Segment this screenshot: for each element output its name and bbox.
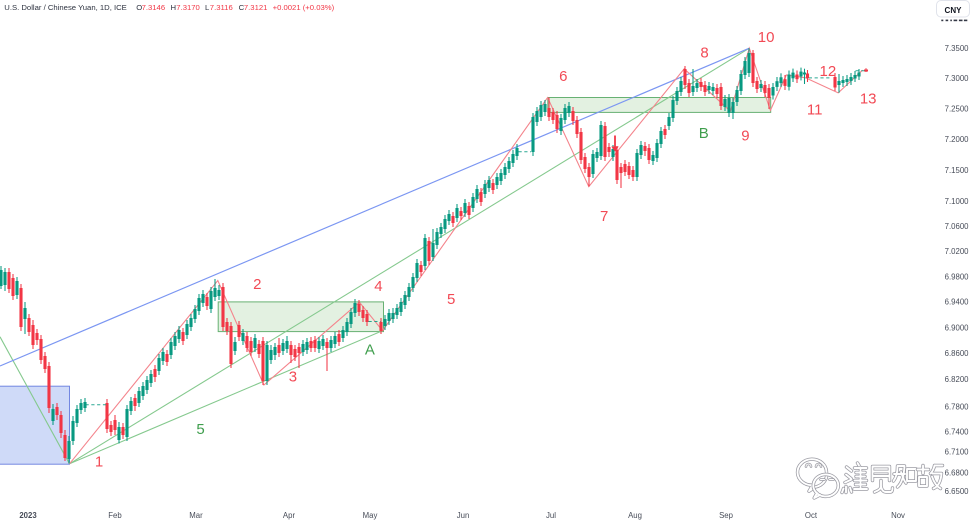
svg-text:6.6500: 6.6500	[945, 487, 970, 496]
svg-text:Mar: Mar	[189, 511, 203, 520]
svg-text:6.9000: 6.9000	[945, 323, 970, 332]
svg-text:A: A	[365, 342, 375, 359]
svg-text:10: 10	[758, 29, 775, 46]
svg-text:6.9800: 6.9800	[945, 272, 970, 281]
svg-text:Feb: Feb	[108, 511, 122, 520]
svg-text:7.3121: 7.3121	[244, 3, 268, 12]
svg-text:7: 7	[600, 208, 608, 225]
svg-text:7.3116: 7.3116	[210, 3, 233, 12]
svg-text:6.6800: 6.6800	[945, 468, 970, 477]
svg-text:B: B	[699, 125, 709, 142]
svg-text:9: 9	[741, 127, 749, 144]
svg-text:CNY: CNY	[945, 6, 963, 15]
svg-text:6.7100: 6.7100	[945, 448, 970, 457]
svg-text:6.8600: 6.8600	[945, 349, 970, 358]
svg-text:Aug: Aug	[628, 511, 642, 520]
svg-text:O: O	[136, 3, 142, 12]
svg-text:7.1500: 7.1500	[945, 166, 970, 175]
svg-text:2023: 2023	[19, 511, 37, 520]
svg-text:7.2500: 7.2500	[945, 105, 970, 114]
svg-text:4: 4	[374, 278, 382, 295]
svg-text:U.S. Dollar / Chinese Yuan, 1D: U.S. Dollar / Chinese Yuan, 1D, ICE	[4, 3, 127, 12]
svg-text:7.3170: 7.3170	[176, 3, 200, 12]
svg-text:11: 11	[807, 101, 823, 118]
svg-text:Jul: Jul	[546, 511, 556, 520]
svg-text:Oct: Oct	[805, 511, 818, 520]
svg-text:L: L	[205, 3, 210, 12]
svg-text:H: H	[171, 3, 177, 12]
svg-text:7.3500: 7.3500	[945, 44, 970, 53]
svg-text:Nov: Nov	[891, 511, 905, 520]
svg-text:7.2000: 7.2000	[945, 135, 970, 144]
svg-text:7.0600: 7.0600	[945, 222, 970, 231]
svg-text:6.9400: 6.9400	[945, 298, 970, 307]
svg-text:1: 1	[95, 454, 103, 471]
svg-text:+0.0021 (+0.03%): +0.0021 (+0.03%)	[273, 3, 335, 12]
svg-text:7.3000: 7.3000	[945, 74, 970, 83]
svg-text:13: 13	[860, 90, 877, 107]
svg-text:6.7400: 6.7400	[945, 427, 970, 436]
svg-text:3: 3	[289, 368, 297, 385]
svg-text:7.1000: 7.1000	[945, 197, 970, 206]
svg-text:6.7800: 6.7800	[945, 402, 970, 411]
svg-text:Apr: Apr	[283, 511, 296, 520]
svg-text:12: 12	[820, 63, 837, 80]
svg-text:5: 5	[447, 291, 455, 308]
svg-text:5: 5	[196, 421, 204, 438]
svg-text:2: 2	[253, 276, 261, 293]
svg-text:Sep: Sep	[719, 511, 734, 520]
svg-text:7.0200: 7.0200	[945, 247, 970, 256]
svg-text:6: 6	[559, 68, 567, 85]
svg-text:C: C	[239, 3, 245, 12]
svg-text:7.3146: 7.3146	[142, 3, 166, 12]
svg-text:6.8200: 6.8200	[945, 375, 970, 384]
svg-text:May: May	[363, 511, 378, 520]
svg-text:Jun: Jun	[457, 511, 470, 520]
svg-text:8: 8	[700, 45, 708, 62]
